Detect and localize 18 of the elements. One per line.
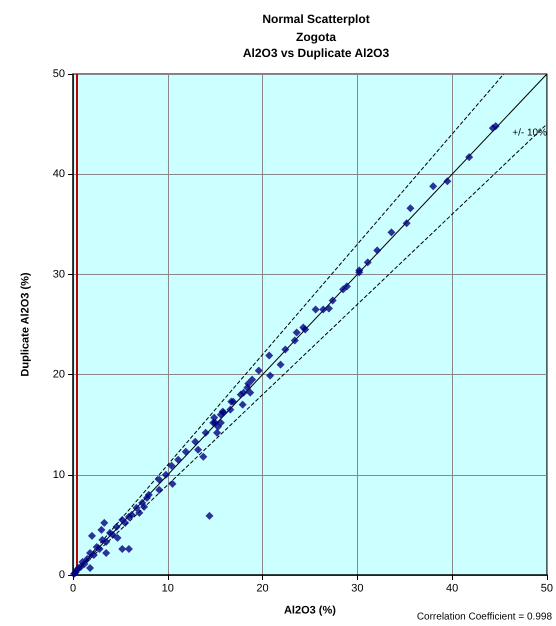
- chart-title: Normal Scatterplot: [262, 12, 370, 26]
- y-tick-label: 0: [58, 569, 65, 581]
- x-axis-title: Al2O3 (%): [284, 604, 336, 616]
- x-tick-label: 40: [446, 582, 458, 594]
- x-tick-label: 10: [162, 582, 174, 594]
- text: Correlation Coefficient = 0.998: [416, 612, 552, 622]
- x-tick-label: 30: [351, 582, 364, 594]
- y-axis-title: Duplicate Al2O3 (%): [20, 272, 32, 377]
- x-tick-label: 50: [540, 582, 554, 594]
- y-tick-label: 10: [52, 468, 65, 481]
- y-tick-label: 40: [52, 168, 65, 180]
- y-tick-label: 20: [52, 368, 65, 381]
- x-tick-label: 0: [70, 582, 76, 594]
- chart-subtitle: Zogota Al2O3 vs Duplicate Al2O3: [242, 30, 390, 60]
- x-tick-label: 20: [256, 582, 269, 594]
- y-tick-label: 50: [52, 68, 65, 80]
- annotation: +/- 10%: [512, 128, 548, 138]
- y-tick-label: 30: [52, 268, 65, 280]
